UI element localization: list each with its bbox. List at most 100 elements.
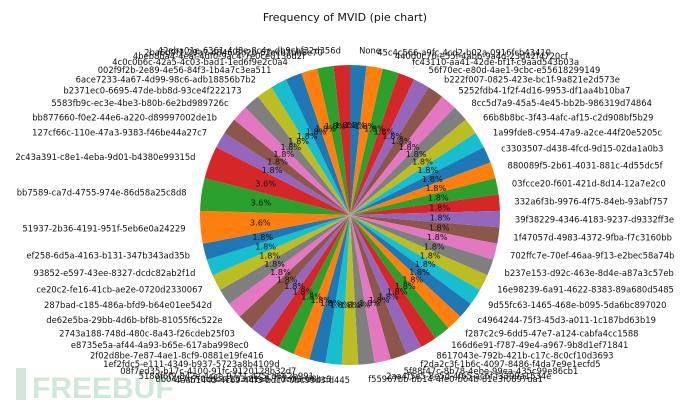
pie-slice	[341, 215, 359, 365]
slice-label: fc43110-aa41-42de-bf1f-c9aad543b03a	[412, 57, 579, 67]
slice-percentage: 1.8%	[402, 275, 423, 285]
slice-label: 2ba6d9f1-29a7-4846-8b2b-62ecb3bb8e70	[144, 47, 323, 57]
slice-label: f287c2c9-6dd5-47e7-a124-cabfa4cc1588	[465, 328, 638, 338]
pie-slice	[317, 65, 350, 215]
slice-label: 5583fb9c-ec3e-4be3-b80b-6e2bd989726c	[51, 98, 229, 108]
pie-slice	[350, 215, 391, 363]
watermark: FREEBUF	[16, 368, 174, 405]
slice-label: 2c43a391-c8e1-4eba-9d01-b4380e99315d	[15, 152, 195, 162]
slice-percentage: 1.8%	[301, 291, 322, 301]
slice-percentage: 1.8%	[391, 136, 412, 146]
slice-label: bb7589-ca7d-4755-974e-86d58a25c8d8	[17, 187, 187, 197]
slice-label: 4beb8ba4-4eaf-4df0-9ac4-7e0ce0136d2f	[133, 51, 306, 61]
pie-slice	[350, 87, 443, 215]
pie-slice	[216, 132, 350, 215]
slice-label: 08f7ed35-b17c-4100-91fc-9120128b32d7	[120, 366, 296, 376]
slice-label: 8617043e-792b-421b-c17c-8c0cf10d3693	[436, 351, 613, 361]
pie-slice	[309, 215, 350, 363]
pie-slice	[234, 107, 350, 215]
slice-percentage: 1.8%	[417, 165, 438, 175]
slice-label: 42eba01e-6361-4d8e-8c4e-db9cbf32d356d	[158, 45, 341, 55]
slice-label: 440d0c76-e55f-4abb-9a4d-23d42f4720cf	[395, 51, 569, 61]
slice-label: 1f47057d-4983-4372-9fba-f7c3160bb	[513, 233, 672, 243]
slice-percentage: 1.8%	[259, 251, 280, 261]
pie-slice	[224, 119, 350, 215]
slice-label: 45c4c566-a9fc-4cd2-b02a-0916fcb43410	[377, 47, 551, 57]
pie-slice	[350, 68, 399, 215]
slice-percentage: 1.8%	[284, 281, 305, 291]
pie-slice	[239, 215, 350, 329]
slice-percentage: 1.8%	[273, 149, 294, 159]
pie-slice	[204, 147, 350, 215]
slice-label: f55967bb-bb14-4fe0-b04b-81e3f0897da1	[368, 374, 543, 384]
pie-slice	[212, 215, 350, 290]
slice-label: f2da2c3f-1b6c-4097-8486-f4da7e9e1ecfd5	[420, 359, 600, 369]
pie-slice	[333, 65, 350, 215]
pie-slice	[350, 96, 455, 215]
slice-label: 9d55fc63-1465-468e-b095-5da6bc897020	[488, 300, 666, 310]
slice-percentage: 1.8%	[395, 281, 416, 291]
slice-label: 702ffc7e-70ef-46aa-9f13-e2bec58a74b	[510, 251, 674, 261]
slice-label: 4eeb1445-4c69-44f3-bdc7-0bc99d3fd445	[175, 375, 350, 385]
slice-label: 332a6f3b-9976-4f75-84eb-93abf757	[514, 196, 668, 206]
slice-label: ce20c2-fe16-41cb-ae2e-0720d2330067	[36, 285, 202, 295]
slice-percentage: 1.8%	[359, 298, 380, 308]
slice-label: 2743a188-748d-480c-8a43-f26cdeb25f03	[59, 328, 235, 338]
slice-label: 93852-e597-43ee-8327-dcdc82ab2f1d	[33, 268, 195, 278]
pie-slice	[301, 68, 350, 215]
slice-percentage: 3.6%	[255, 178, 276, 188]
pie-slice	[200, 178, 350, 215]
slice-label: c3303507-d438-4fcd-9d15-02da1a0b3	[501, 144, 663, 154]
slice-label: ef258-6d5a-4163-b131-347b343ad35b	[26, 251, 190, 261]
pie-slice	[350, 215, 422, 354]
slice-label: b237e153-d92c-463e-8d4e-a87a3c57eb	[505, 268, 674, 278]
pie-slice	[350, 147, 491, 215]
slice-percentage: 1.8%	[252, 232, 273, 242]
slice-label: 5252fdb4-1f2f-4d16-9953-df1aa4b10ba7	[458, 86, 630, 96]
pie-slice	[350, 162, 496, 215]
slice-label: 56f70ec-e80d-4ae1-9cbc-e55618299149	[429, 65, 601, 75]
pie-slice	[350, 215, 494, 276]
slice-percentage: 1.8%	[373, 127, 394, 137]
slice-percentage: 1.8%	[429, 222, 450, 232]
pie-slice	[350, 119, 476, 215]
pie-slice	[350, 65, 383, 215]
slice-label: 2f02d8be-7e87-4ae1-8cf9-0881e19fe416	[90, 351, 264, 361]
slice-percentage: 1.8%	[412, 157, 433, 167]
slice-percentage: 1.8%	[427, 232, 448, 242]
slice-label: 5f88f47c-8b78-4ebe-99ea-435c99e86cb1	[404, 366, 579, 376]
slice-label: 8b0437c7-0cbb-4153-81a8-7fdc08cd8bc3	[155, 374, 331, 384]
slice-percentage: 1.8%	[409, 267, 430, 277]
slice-percentage: 1.8%	[340, 300, 361, 310]
percentage-labels: 1.8%1.8%1.8%1.8%1.8%1.8%1.8%1.8%1.8%1.8%…	[250, 120, 451, 310]
slice-percentage: 1.8%	[429, 203, 450, 213]
slice-label: 03fcce20-f601-421d-8d14-12a7e2c0	[512, 178, 666, 188]
slice-percentage: 1.8%	[325, 121, 346, 131]
slice-percentage: 1.8%	[320, 298, 341, 308]
pie-slice	[257, 87, 350, 215]
slice-percentage: 1.8%	[270, 267, 291, 277]
slice-percentage: 1.8%	[415, 259, 436, 269]
pie-slice	[350, 215, 461, 329]
slice-percentage: 1.8%	[292, 287, 313, 297]
slice-percentage: 1.8%	[406, 149, 427, 159]
slice-label: e8735e5a-af44-4a93-b65e-617aba998ec0	[71, 340, 249, 350]
pie-slice	[350, 215, 436, 347]
pie-slice	[220, 215, 350, 304]
slice-label: 518df6f9-842e-4cce-9771-425cd662b991	[139, 371, 314, 381]
slice-labels: None45c4c566-a9fc-4cd2-b02a-0916fcb43410…	[15, 45, 674, 385]
pie-slice	[285, 73, 350, 215]
slice-percentage: 1.8%	[330, 300, 351, 310]
slice-percentage: 1.8%	[315, 123, 336, 133]
slice-percentage: 1.8%	[349, 300, 370, 310]
pie-slice	[350, 215, 480, 304]
pie-slice	[350, 107, 466, 215]
slice-percentage: 1.8%	[430, 213, 451, 223]
pie-slice	[350, 210, 500, 228]
slice-label: b222f007-0825-423e-bc1f-9a821e2d573e	[444, 74, 620, 84]
slice-label: c4964244-75f3-45d3-a011-1c187bd63b19	[477, 315, 656, 325]
slice-percentage: 1.8%	[262, 165, 283, 175]
pie-slice	[206, 215, 350, 276]
pie-slice	[251, 215, 350, 339]
